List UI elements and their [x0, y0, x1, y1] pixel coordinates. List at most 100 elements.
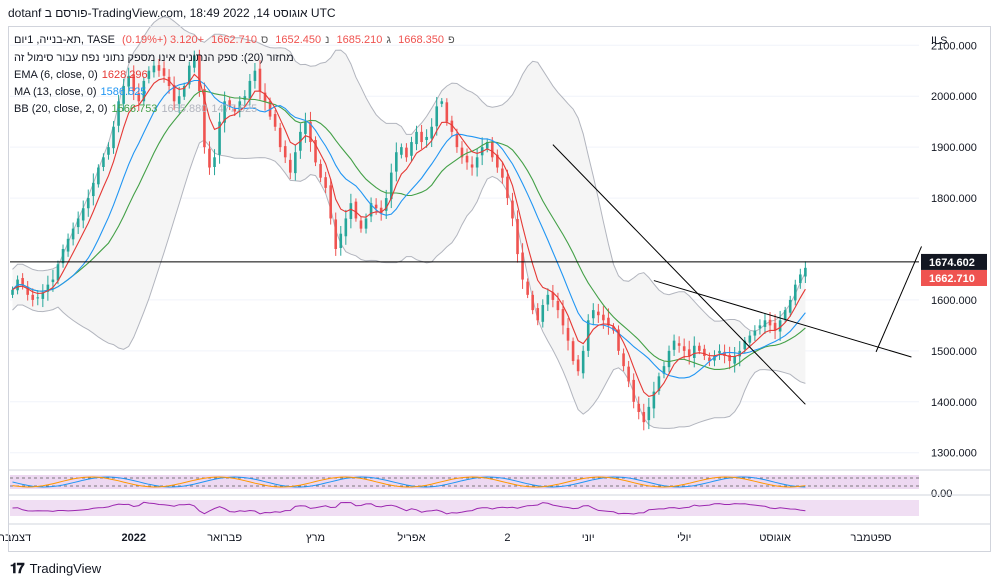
legend-ema[interactable]: EMA (6, close, 0) 1628.296	[14, 69, 152, 81]
candle-body	[76, 218, 80, 228]
candle-body	[783, 310, 787, 320]
y-tick-label: 1900.000	[931, 142, 977, 154]
y-tick-label: 1300.000	[931, 448, 977, 460]
candle-body	[793, 284, 797, 301]
candle-body	[294, 152, 297, 174]
candle-body	[551, 292, 555, 300]
candle-body	[637, 403, 641, 412]
last-price-bg	[921, 269, 987, 286]
candle-body	[602, 314, 605, 321]
candle-body	[213, 157, 216, 168]
candle-body	[132, 74, 136, 92]
candle-body	[778, 320, 782, 332]
legend-open-label: פ	[447, 34, 455, 46]
candle-body	[485, 142, 489, 149]
candle-body	[278, 127, 282, 148]
candle-body	[501, 168, 504, 178]
candle-body	[718, 350, 721, 354]
candle-body	[728, 354, 731, 362]
candle-body	[193, 55, 196, 68]
candle-body	[804, 267, 807, 277]
candle-body	[11, 289, 14, 295]
candle-body	[142, 80, 146, 102]
candle-body	[576, 359, 580, 372]
candle-body	[152, 65, 156, 73]
candle-body	[329, 185, 332, 219]
legend-low-label: נ	[325, 34, 330, 46]
candle-body	[723, 351, 726, 356]
candle-body	[516, 218, 519, 255]
candle-body	[405, 147, 408, 158]
candle-body	[374, 204, 378, 209]
legend-bb-v1: 1566.753	[111, 103, 158, 115]
candle-body	[652, 391, 656, 409]
candle-body	[288, 159, 292, 173]
legend-close: 1662.710	[211, 34, 257, 46]
candle-body	[319, 163, 322, 178]
candle-body	[21, 278, 24, 285]
x-tick-label: יוני	[582, 532, 595, 544]
candle-body	[410, 142, 413, 156]
candle-body	[465, 155, 469, 163]
candle-body	[395, 152, 398, 172]
candle-body	[157, 65, 161, 71]
candle-body	[314, 140, 317, 163]
candle-body	[41, 292, 45, 299]
candle-body	[36, 297, 40, 299]
candle-body	[460, 147, 464, 158]
y-tick-label: 2100.000	[931, 40, 977, 52]
x-tick-label: אוגוסט	[759, 532, 791, 544]
candle-body	[566, 327, 570, 341]
candle-body	[768, 319, 772, 326]
candle-body	[102, 157, 105, 168]
candle-body	[642, 411, 646, 423]
candle-body	[97, 167, 100, 185]
oscillator-line-2	[12, 476, 806, 488]
legend-bb-label: BB (20, close, 2, 0)	[14, 103, 108, 115]
candle-body	[753, 330, 757, 336]
legend-high-label: ג	[386, 34, 392, 46]
ma-line	[12, 79, 806, 379]
legend-ma[interactable]: MA (13, close, 0) 1586.525	[14, 86, 150, 98]
candle-body	[647, 406, 651, 421]
candle-body	[238, 101, 242, 112]
ema-line	[12, 73, 806, 398]
x-tick-label: דצמבר	[0, 532, 31, 544]
candle-body	[713, 355, 716, 361]
bb-upper-line	[12, 16, 806, 332]
candle-body	[597, 311, 600, 316]
candle-body	[46, 284, 50, 292]
candle-body	[420, 131, 423, 143]
candle-body	[743, 340, 747, 350]
bb-middle-line	[12, 90, 806, 370]
candle-body	[758, 325, 762, 329]
y-tick-label: 2000.000	[931, 91, 977, 103]
candle-body	[187, 65, 191, 85]
candle-body	[687, 349, 691, 356]
candle-body	[617, 329, 620, 351]
trendline	[653, 280, 912, 358]
footer: 𝟏𝟕 TradingView	[10, 560, 101, 577]
candle-body	[334, 219, 338, 249]
candle-body	[607, 317, 610, 326]
bb-lower-line	[12, 139, 806, 429]
candle-body	[450, 120, 454, 132]
legend-high: 1685.210	[336, 34, 383, 46]
candle-body	[698, 345, 701, 351]
candle-body	[66, 238, 70, 252]
candle-body	[475, 157, 479, 168]
legend-bb[interactable]: BB (20, close, 2, 0) 1566.753 1655.880 1477…	[14, 103, 261, 115]
candle-body	[177, 96, 181, 104]
candle-body	[71, 228, 75, 240]
x-tick-label: פברואר	[207, 532, 242, 544]
candle-body	[379, 207, 383, 214]
legend-row-symbol: תא-בנייה, 1יום, TASE פ1668.350 ג1685.210…	[14, 34, 459, 46]
osc-zero-label: 0.00	[931, 488, 952, 500]
x-tick-label: 2022	[121, 532, 145, 544]
x-tick-label: ספטמבר	[851, 532, 892, 544]
currency-label: ILS	[931, 35, 948, 47]
published-header: dotanf פורסם ב-TradingView.com, 18:49 20…	[8, 6, 336, 20]
candle-body	[536, 308, 540, 321]
legend-ema-label: EMA (6, close, 0)	[14, 69, 98, 81]
